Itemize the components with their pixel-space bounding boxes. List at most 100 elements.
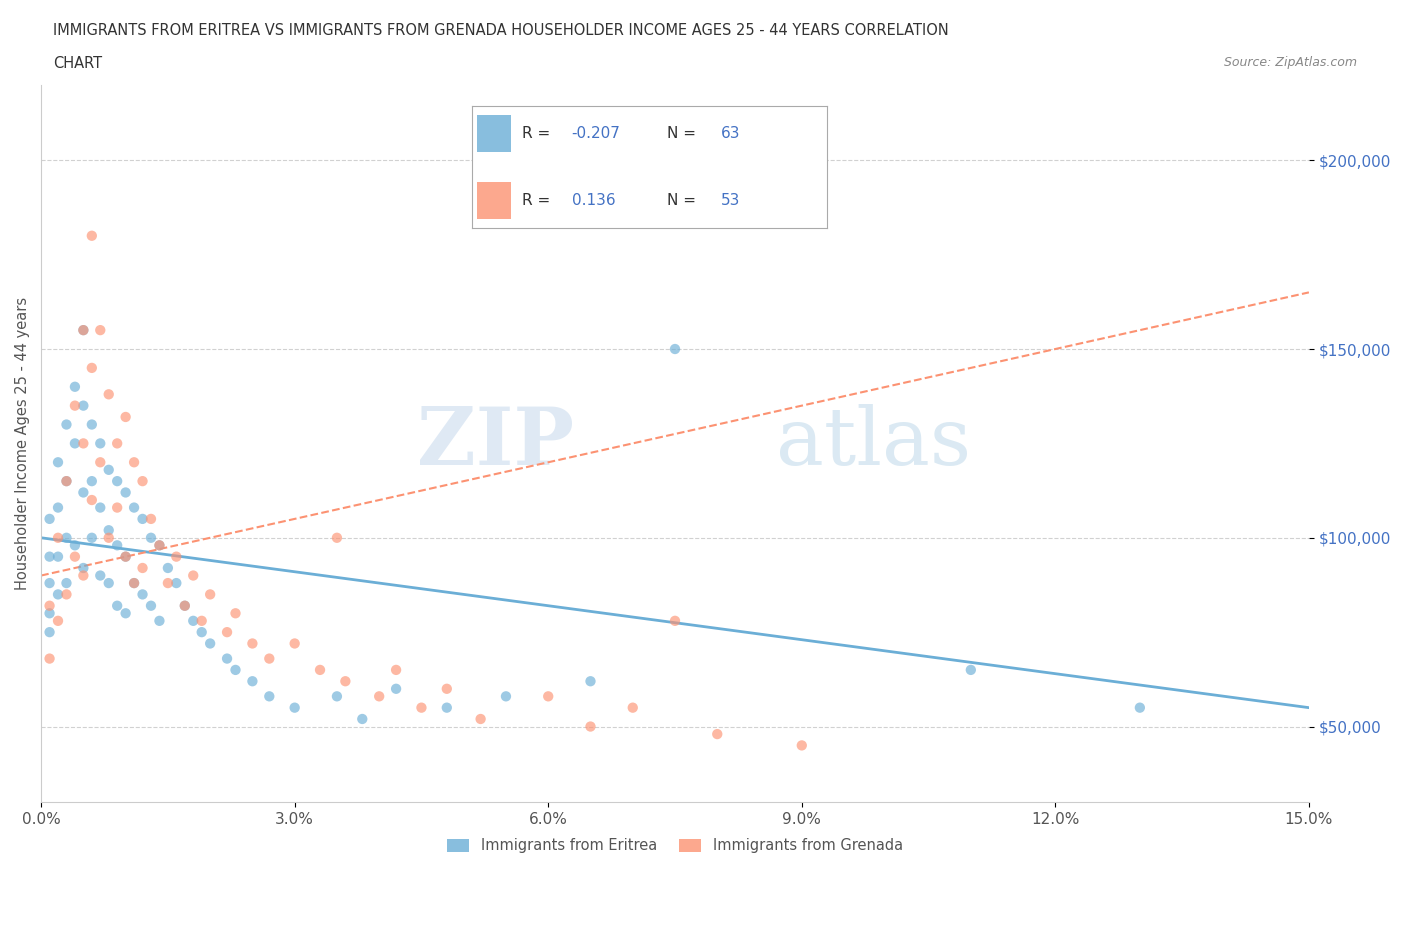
Point [89, 568, 111, 583]
Point [181, 568, 204, 583]
Point [131, 587, 153, 602]
Point [38, 512, 60, 526]
Point [72, 436, 94, 451]
Text: atlas: atlas [776, 405, 972, 483]
Point [368, 689, 391, 704]
Point [139, 512, 162, 526]
Point [706, 726, 728, 741]
Point [156, 576, 179, 591]
Point [326, 689, 349, 704]
Point [46, 550, 69, 565]
Point [46, 530, 69, 545]
Point [959, 662, 981, 677]
Point [80, 473, 103, 488]
Point [55, 417, 77, 432]
Text: ZIP: ZIP [416, 405, 574, 483]
Point [242, 636, 264, 651]
Point [105, 598, 128, 613]
Point [72, 323, 94, 338]
Point [46, 614, 69, 629]
Point [122, 455, 145, 470]
Point [664, 341, 686, 356]
Point [148, 538, 170, 552]
Point [242, 674, 264, 689]
Point [97, 530, 120, 545]
Point [63, 398, 86, 413]
Point [72, 485, 94, 500]
Point [63, 379, 86, 394]
Point [89, 455, 111, 470]
Point [385, 662, 408, 677]
Point [38, 576, 60, 591]
Point [105, 473, 128, 488]
Point [80, 361, 103, 376]
Point [105, 500, 128, 515]
Point [38, 651, 60, 666]
Point [97, 523, 120, 538]
Point [436, 700, 458, 715]
Point [259, 651, 281, 666]
Point [63, 550, 86, 565]
Point [470, 711, 492, 726]
Point [495, 689, 517, 704]
Point [326, 530, 349, 545]
Point [72, 323, 94, 338]
Point [139, 598, 162, 613]
Point [148, 538, 170, 552]
Point [165, 576, 187, 591]
Point [139, 530, 162, 545]
Point [621, 700, 644, 715]
Point [181, 614, 204, 629]
Point [89, 436, 111, 451]
Point [63, 538, 86, 552]
Point [225, 605, 247, 620]
Point [38, 625, 60, 640]
Point [114, 550, 136, 565]
Point [284, 700, 307, 715]
Point [46, 500, 69, 515]
Point [55, 576, 77, 591]
Point [225, 662, 247, 677]
Point [80, 493, 103, 508]
Point [97, 576, 120, 591]
Legend: Immigrants from Eritrea, Immigrants from Grenada: Immigrants from Eritrea, Immigrants from… [441, 832, 908, 859]
Point [38, 550, 60, 565]
Point [215, 651, 238, 666]
Point [114, 550, 136, 565]
Point [579, 674, 602, 689]
Point [411, 700, 433, 715]
Point [72, 398, 94, 413]
Point [38, 605, 60, 620]
Point [55, 530, 77, 545]
Point [105, 436, 128, 451]
Point [97, 387, 120, 402]
Point [55, 587, 77, 602]
Point [131, 512, 153, 526]
Point [309, 662, 332, 677]
Point [148, 614, 170, 629]
Point [97, 462, 120, 477]
Point [579, 719, 602, 734]
Point [664, 614, 686, 629]
Point [215, 625, 238, 640]
Point [335, 674, 357, 689]
Point [80, 229, 103, 244]
Point [122, 576, 145, 591]
Point [190, 625, 212, 640]
Point [38, 598, 60, 613]
Text: CHART: CHART [53, 56, 103, 71]
Text: Source: ZipAtlas.com: Source: ZipAtlas.com [1223, 56, 1357, 69]
Point [72, 568, 94, 583]
Point [385, 682, 408, 697]
Point [1129, 700, 1152, 715]
Point [165, 550, 187, 565]
Point [156, 561, 179, 576]
Point [114, 485, 136, 500]
Point [198, 636, 221, 651]
Point [122, 576, 145, 591]
Point [105, 538, 128, 552]
Point [46, 455, 69, 470]
Point [352, 711, 374, 726]
Point [55, 473, 77, 488]
Point [790, 738, 813, 753]
